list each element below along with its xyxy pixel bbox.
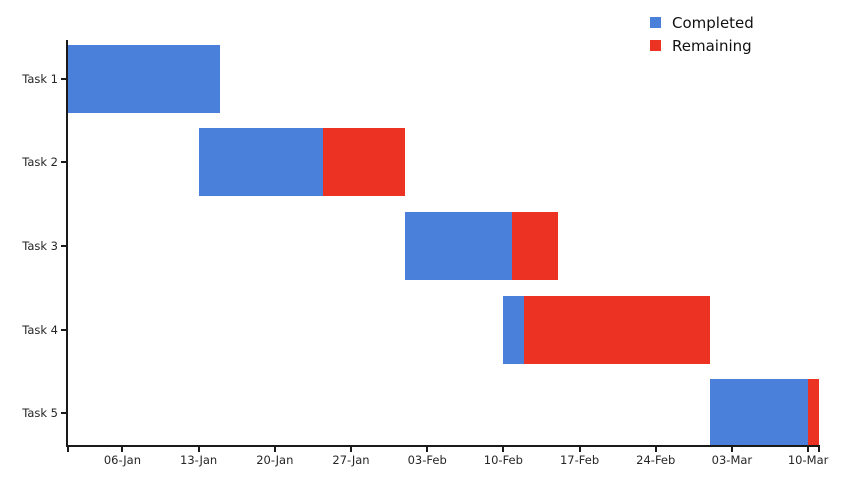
x-tick-label: 24-Feb [636,453,676,467]
x-tick-label: 10-Mar [787,453,829,467]
x-tick-label: 06-Jan [103,453,141,467]
y-tick-label: Task 2 [22,155,58,170]
task-bar-remaining [322,128,406,197]
task-bar-completed [405,212,513,280]
task-bar-remaining [524,295,711,364]
y-tick [61,412,68,415]
task-bar-completed [710,379,809,448]
y-tick-label: Task 4 [22,322,58,337]
y-tick-label: Task 1 [22,71,58,86]
x-tick [654,447,657,452]
x-tick-label: 20-Jan [256,453,294,467]
x-axis-end-tick [818,447,820,452]
legend-item-completed: Completed [650,13,754,32]
y-tick-label: Task 5 [22,406,58,421]
legend-label: Completed [672,13,754,32]
y-tick [61,328,68,331]
legend-swatch-remaining [650,40,661,51]
legend-swatch-completed [650,17,661,28]
x-tick [578,447,581,452]
x-tick [197,447,200,452]
x-tick [502,447,505,452]
x-tick-label: 10-Feb [483,453,523,467]
task-bar-completed [68,44,221,113]
legend-label: Remaining [672,36,752,55]
x-tick-label: 03-Mar [711,453,753,467]
x-tick [273,447,276,452]
x-axis-end-tick [67,447,69,452]
x-tick [807,447,810,452]
y-tick [61,245,68,247]
task-bar-completed [198,128,323,197]
legend: Completed Remaining [650,13,754,59]
x-tick [426,447,429,452]
y-tick-label: Task 3 [22,239,58,253]
task-bar-remaining [512,212,558,280]
task-bar-completed [503,295,525,364]
x-tick [121,447,124,452]
x-tick-label: 13-Jan [180,453,218,467]
y-axis-line [66,40,68,447]
x-tick [730,447,733,452]
y-tick [61,161,68,164]
x-tick-label: 03-Feb [407,453,447,467]
x-tick-label: 17-Feb [559,453,600,467]
x-axis-line [66,445,820,447]
x-tick [349,447,352,452]
legend-item-remaining: Remaining [650,36,754,55]
x-tick-label: 27-Jan [332,453,370,467]
y-tick [61,77,68,80]
task-bar-remaining [808,379,819,448]
